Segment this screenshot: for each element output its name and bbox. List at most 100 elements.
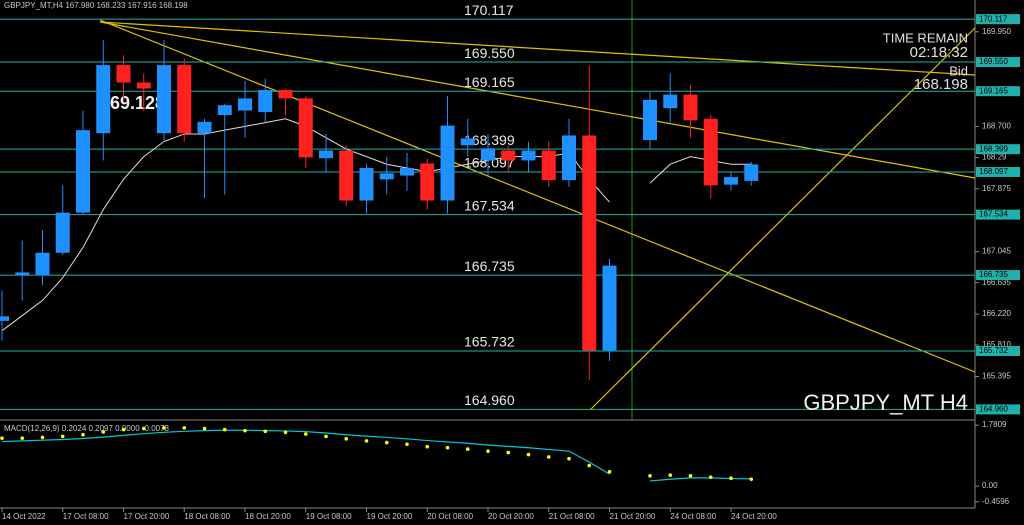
macd-dot xyxy=(141,426,146,431)
level-badge-label: 167.534 xyxy=(979,210,1008,219)
macd-dot xyxy=(40,435,45,440)
candle-body xyxy=(15,272,30,276)
macd-signal xyxy=(1,429,610,475)
candle-body xyxy=(298,98,313,158)
macd-label: MACD(12,26,9) 0.2024 0.2097 0.0000 -0.00… xyxy=(4,424,170,433)
macd-dot xyxy=(263,429,268,434)
candle-body xyxy=(562,135,576,181)
candle-body xyxy=(197,121,212,134)
macd-dot xyxy=(607,469,612,474)
moving-average xyxy=(649,156,752,184)
watermark: GBPJPY_MT H4 xyxy=(803,390,968,415)
level-badge xyxy=(976,270,1020,281)
x-tick-label: 20 Oct 20:00 xyxy=(488,512,534,521)
candle-body xyxy=(157,65,171,134)
macd-dot xyxy=(729,476,733,481)
candle-body xyxy=(35,252,50,276)
x-tick-label: 24 Oct 08:00 xyxy=(670,512,716,521)
candle-body xyxy=(521,150,536,161)
candle-body xyxy=(217,105,232,116)
candle-body xyxy=(724,177,738,185)
candle-body xyxy=(339,150,354,201)
macd-dot xyxy=(81,432,85,437)
macd-dot xyxy=(243,428,247,433)
level-badge xyxy=(976,14,1020,25)
level-badge-label: 169.550 xyxy=(979,57,1008,66)
candle-body xyxy=(116,65,131,83)
x-tick-label: 17 Oct 08:00 xyxy=(63,512,109,521)
y-tick-label: 165.395 xyxy=(982,372,1011,381)
macd-dot xyxy=(587,463,592,468)
candle-body xyxy=(501,150,516,161)
time-remain: 02:18:32 xyxy=(910,44,968,61)
candle-body xyxy=(460,138,475,146)
candle-body xyxy=(359,168,374,201)
bid-label: Bid xyxy=(949,63,968,78)
x-tick-label: 19 Oct 08:00 xyxy=(306,512,352,521)
macd-dot xyxy=(405,442,409,447)
level-label: 166.735 xyxy=(464,258,515,274)
macd-dot xyxy=(182,426,187,430)
level-label: 167.534 xyxy=(464,197,515,213)
annotation: 169.128 xyxy=(100,93,165,113)
macd-dot xyxy=(546,455,551,459)
y-tick-label: 167.045 xyxy=(982,247,1011,256)
macd-dot xyxy=(445,445,450,450)
time-remain-label: TIME REMAIN xyxy=(883,30,968,45)
level-label: 164.960 xyxy=(464,392,515,408)
y-tick-label: 1.7809 xyxy=(982,420,1007,429)
x-tick-label: 24 Oct 20:00 xyxy=(731,512,777,521)
candle-body xyxy=(541,150,556,181)
candle-body xyxy=(319,150,333,159)
macd-dot xyxy=(526,452,531,457)
macd-dot xyxy=(101,430,106,434)
y-tick-label: 0.00 xyxy=(982,481,998,490)
candle-body xyxy=(258,90,273,112)
macd-dot xyxy=(222,427,227,432)
level-label: 168.399 xyxy=(464,132,515,148)
y-tick-label: 169.950 xyxy=(982,27,1011,36)
level-badge-label: 164.960 xyxy=(979,405,1008,414)
y-tick-label: 166.635 xyxy=(982,278,1011,287)
macd-dot xyxy=(364,439,369,443)
x-tick-label: 19 Oct 20:00 xyxy=(367,512,413,521)
macd-dot xyxy=(486,449,490,453)
macd-dot xyxy=(20,436,25,440)
y-tick-label: 165.810 xyxy=(982,340,1011,349)
macd-dot xyxy=(324,434,328,439)
macd-dot xyxy=(567,456,571,461)
y-tick-label: 166.220 xyxy=(982,309,1011,318)
candle-body xyxy=(136,82,151,89)
macd-dot xyxy=(749,477,754,481)
macd-dot xyxy=(162,426,166,430)
candle-body xyxy=(744,164,759,181)
level-badge-label: 166.735 xyxy=(979,270,1008,279)
x-tick-label: 17 Oct 20:00 xyxy=(124,512,170,521)
level-badge-label: 168.399 xyxy=(979,144,1008,153)
candle-body xyxy=(379,173,394,180)
macd-dot xyxy=(668,473,673,477)
x-tick-label: 21 Oct 08:00 xyxy=(549,512,595,521)
y-tick-label: 168.29 xyxy=(982,153,1007,162)
macd-dot xyxy=(648,474,652,478)
level-badge-label: 168.097 xyxy=(979,167,1008,176)
x-tick-label: 21 Oct 20:00 xyxy=(610,512,656,521)
level-label: 169.550 xyxy=(464,45,515,61)
level-label: 165.732 xyxy=(464,334,515,350)
macd-dot xyxy=(202,426,207,431)
y-tick-label: -0.4596 xyxy=(982,497,1010,506)
candle-body xyxy=(238,98,252,111)
level-badge-label: 165.732 xyxy=(979,346,1008,355)
level-badge xyxy=(976,345,1020,356)
macd-dot xyxy=(283,430,288,435)
candle-body xyxy=(643,99,657,140)
macd-dot xyxy=(344,437,349,441)
macd-dot xyxy=(303,432,308,436)
candle-body xyxy=(663,94,678,109)
candle-body xyxy=(440,125,455,201)
level-badge xyxy=(976,209,1020,220)
macd-dot xyxy=(688,474,693,478)
candle-body xyxy=(400,168,414,176)
macd-dot xyxy=(708,475,713,479)
